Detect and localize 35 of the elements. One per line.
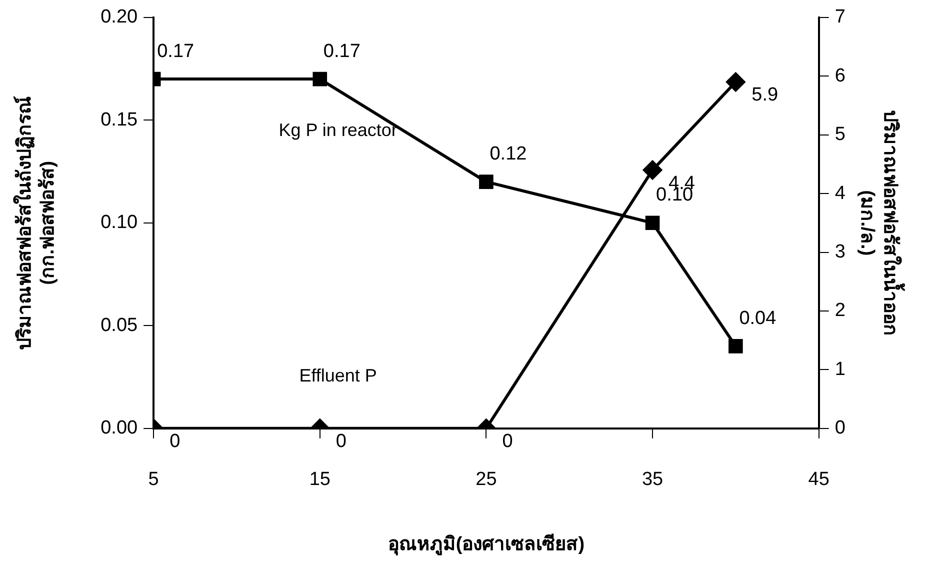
y2-tick-label: 0 — [834, 418, 846, 439]
y2-tick-label: 4 — [834, 182, 846, 204]
y2-tick-label: 1 — [834, 358, 846, 380]
y2-tick-label: 2 — [834, 300, 846, 322]
x-tick-label: 45 — [808, 469, 830, 490]
y-tick-label: 0.20 — [100, 6, 138, 28]
y-tick-label: 0.15 — [100, 109, 138, 130]
x-tick-label: 35 — [642, 469, 664, 490]
y-tick-label: 0.05 — [100, 314, 138, 336]
data-label: 0 — [502, 431, 513, 452]
x-tick-label: 5 — [148, 469, 159, 490]
y-tick-label: 0.10 — [100, 212, 138, 234]
data-label: 0 — [170, 431, 180, 452]
y-axis-title: ปริมาณฟอสฟอรัสในถังปฏิกรณ์ (กก.ฟอสฟอรัส) — [12, 96, 58, 350]
y2-tick-label: 3 — [834, 241, 846, 262]
x-tick-label: 25 — [476, 469, 497, 490]
point — [728, 339, 743, 354]
point — [645, 216, 660, 230]
data-label: 0.12 — [490, 144, 527, 165]
x-tick-label: 15 — [309, 469, 330, 490]
y2-tick-label: 5 — [834, 124, 846, 146]
data-label: 0.17 — [157, 40, 194, 62]
data-label: 0.04 — [739, 308, 777, 329]
y-tick-label: 0.00 — [100, 418, 138, 439]
y2-tick-label: 6 — [834, 65, 846, 86]
point — [479, 174, 494, 189]
y2-tick-label: 7 — [834, 6, 846, 28]
data-label: 5.9 — [752, 84, 778, 106]
x-axis-title: อุณหภูมิ(องศาเซลเซียส) — [388, 532, 585, 556]
y2-axis-title: ปริมาณฟอสฟอรัสในน้ำออก (มก./ล.) — [856, 110, 906, 336]
text: Effluent P — [299, 365, 377, 386]
data-label: 0 — [336, 431, 346, 452]
point — [312, 72, 328, 86]
data-label: 0.17 — [323, 40, 360, 62]
series-label: Kg P in reactor — [278, 120, 398, 140]
